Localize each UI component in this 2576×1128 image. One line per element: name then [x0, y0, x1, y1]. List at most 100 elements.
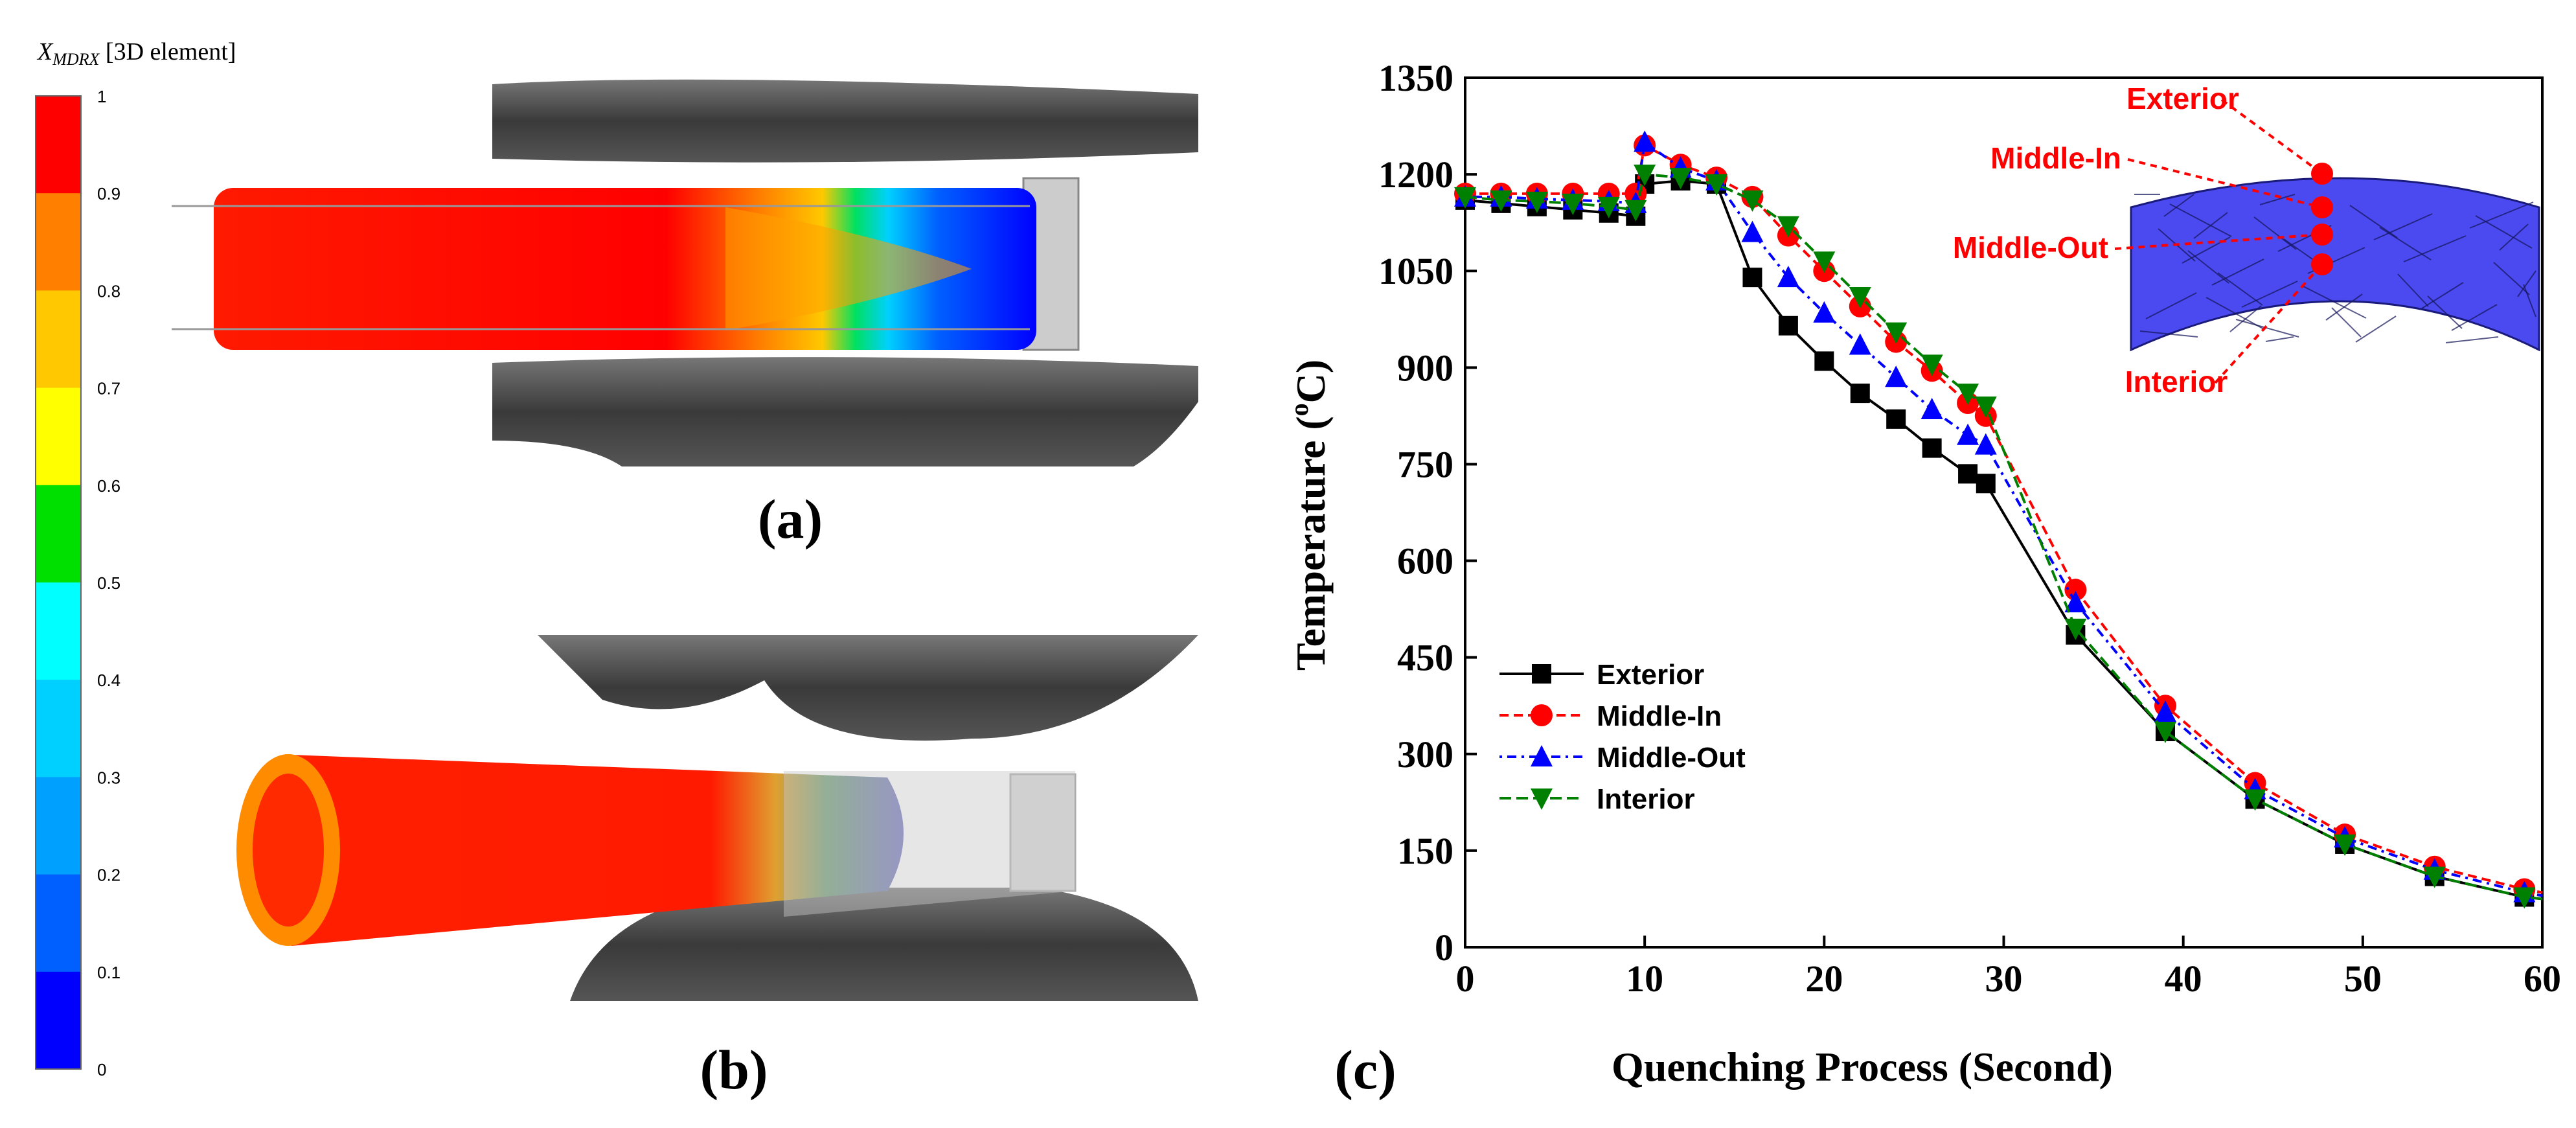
legend-label: Exterior: [1597, 659, 1704, 691]
legend-label: Middle-In: [1597, 700, 1722, 732]
mesh-edge: [2187, 250, 2229, 284]
tube-a-cone: [725, 207, 972, 330]
data-point: [2154, 700, 2176, 722]
inset-label: Interior: [2125, 365, 2228, 398]
inset-label: Middle-In: [1990, 141, 2121, 175]
y-axis-label: Temperature (oC): [1284, 360, 1334, 671]
mesh-edge: [2445, 336, 2499, 343]
panel-a-label: (a): [758, 488, 823, 550]
tube-b-opening-inner: [253, 774, 324, 927]
data-point: [1624, 200, 1647, 222]
mesh-edge: [2235, 319, 2299, 338]
data-point: [1562, 193, 1584, 215]
data-point: [1777, 216, 1799, 238]
data-point: [1669, 168, 1692, 190]
colorbar-tick-label: 0.8: [97, 281, 120, 301]
data-point: [1454, 187, 1476, 209]
y-tick-label: 1050: [1378, 250, 1453, 292]
data-point: [2423, 866, 2446, 888]
x-tick-label: 40: [2165, 958, 2202, 1000]
data-point: [1634, 165, 1656, 187]
legend-item-middle-in: Middle-In: [1499, 700, 1722, 732]
data-point: [1957, 384, 1979, 406]
x-ticks: 0 10 20 30 40 50 60: [1456, 936, 2561, 1000]
mesh-edge: [2301, 285, 2367, 319]
colorbar-tick-label: 0.3: [97, 768, 120, 787]
colorbar-ticks: 1 0.9 0.8 0.7 0.6 0.5 0.4 0.3 0.2 0.1 0: [97, 87, 120, 1079]
legend: Exterior Middle-In Middle-Out Interior: [1499, 659, 1746, 815]
mesh-edge: [2253, 216, 2297, 250]
mesh-edge: [2397, 273, 2429, 307]
inset-node: [2311, 224, 2333, 246]
mesh-edge: [2217, 272, 2263, 306]
colorbar-tick-label: 0.4: [97, 671, 120, 690]
mesh-edge: [2139, 330, 2198, 338]
data-point: [1850, 384, 1870, 404]
panel-a-illustration: (a): [172, 79, 1198, 550]
colorbar-tick-label: 0.9: [97, 184, 120, 203]
data-point: [1958, 464, 1978, 484]
x-tick-label: 30: [1985, 958, 2023, 1000]
data-point: [2064, 618, 2087, 640]
mandrel-end-b: [1009, 773, 1077, 892]
mesh-edge: [2241, 281, 2298, 308]
mesh-edge: [2229, 305, 2262, 332]
series-interior: [1454, 165, 2543, 909]
data-point: [2513, 887, 2536, 909]
x-tick-label: 60: [2524, 958, 2561, 1000]
lower-roll-a: [492, 357, 1198, 466]
inset-mesh-ring: [2130, 177, 2540, 352]
y-tick-label: 900: [1397, 347, 1453, 389]
inset-leader-line: [2214, 263, 2323, 384]
data-point: [1705, 174, 1728, 196]
mesh-edge: [2469, 201, 2534, 229]
data-point: [1777, 266, 1799, 288]
mesh-edge: [2373, 213, 2433, 240]
y-tick-label: 1200: [1378, 154, 1453, 196]
mesh-edge: [2265, 336, 2294, 342]
y-tick-label: 750: [1397, 443, 1453, 485]
mesh-edge: [2145, 292, 2197, 319]
y-tick-label: 1350: [1378, 57, 1453, 99]
data-point: [1741, 190, 1764, 212]
legend-marker: [1531, 704, 1553, 726]
series-line-middle-out: [1465, 139, 2543, 897]
data-point: [1974, 433, 1997, 455]
chart-c: 0 10 20 30 40 50 60 0 150 300 450 600 750 900 1050 120…: [1284, 57, 2561, 1101]
data-point: [2244, 789, 2266, 811]
mesh-edge: [2451, 304, 2498, 331]
data-point: [1886, 409, 1906, 429]
colorbar-tick-label: 0.2: [97, 866, 120, 885]
panel-b-illustration: (b): [236, 635, 1198, 1101]
colorbar-tick-label: 0.6: [97, 476, 120, 496]
legend-item-middle-out: Middle-Out: [1499, 742, 1746, 774]
data-point: [1974, 396, 1997, 418]
colorbar-swatch: [36, 582, 81, 680]
data-point: [1813, 251, 1836, 273]
colorbar-swatch: [36, 874, 81, 973]
upper-roll-a: [492, 79, 1198, 163]
mesh-edge: [2421, 282, 2464, 309]
colorbar-swatch: [36, 387, 81, 486]
mesh-edge: [2499, 224, 2529, 251]
x-axis-label: Quenching Process (Second): [1612, 1044, 2113, 1090]
data-point: [1849, 286, 1871, 308]
data-point: [1957, 423, 1979, 445]
mesh-edge: [2163, 194, 2194, 217]
data-point: [1885, 322, 1908, 344]
legend-marker: [1532, 664, 1551, 684]
data-point: [1742, 268, 1762, 288]
mesh-edge: [2259, 194, 2296, 205]
data-point: [1922, 438, 1942, 458]
legend-marker: [1531, 788, 1553, 810]
y-tick-label: 600: [1397, 540, 1453, 582]
inset-label: Exterior: [2126, 82, 2239, 115]
mesh-edge: [2517, 270, 2536, 297]
colorbar-tick-label: 0.1: [97, 963, 120, 982]
inset-leader-line: [2220, 98, 2323, 175]
inset-node: [2311, 196, 2333, 218]
data-point: [1885, 365, 1908, 387]
inset-leader-line: [2127, 158, 2323, 209]
